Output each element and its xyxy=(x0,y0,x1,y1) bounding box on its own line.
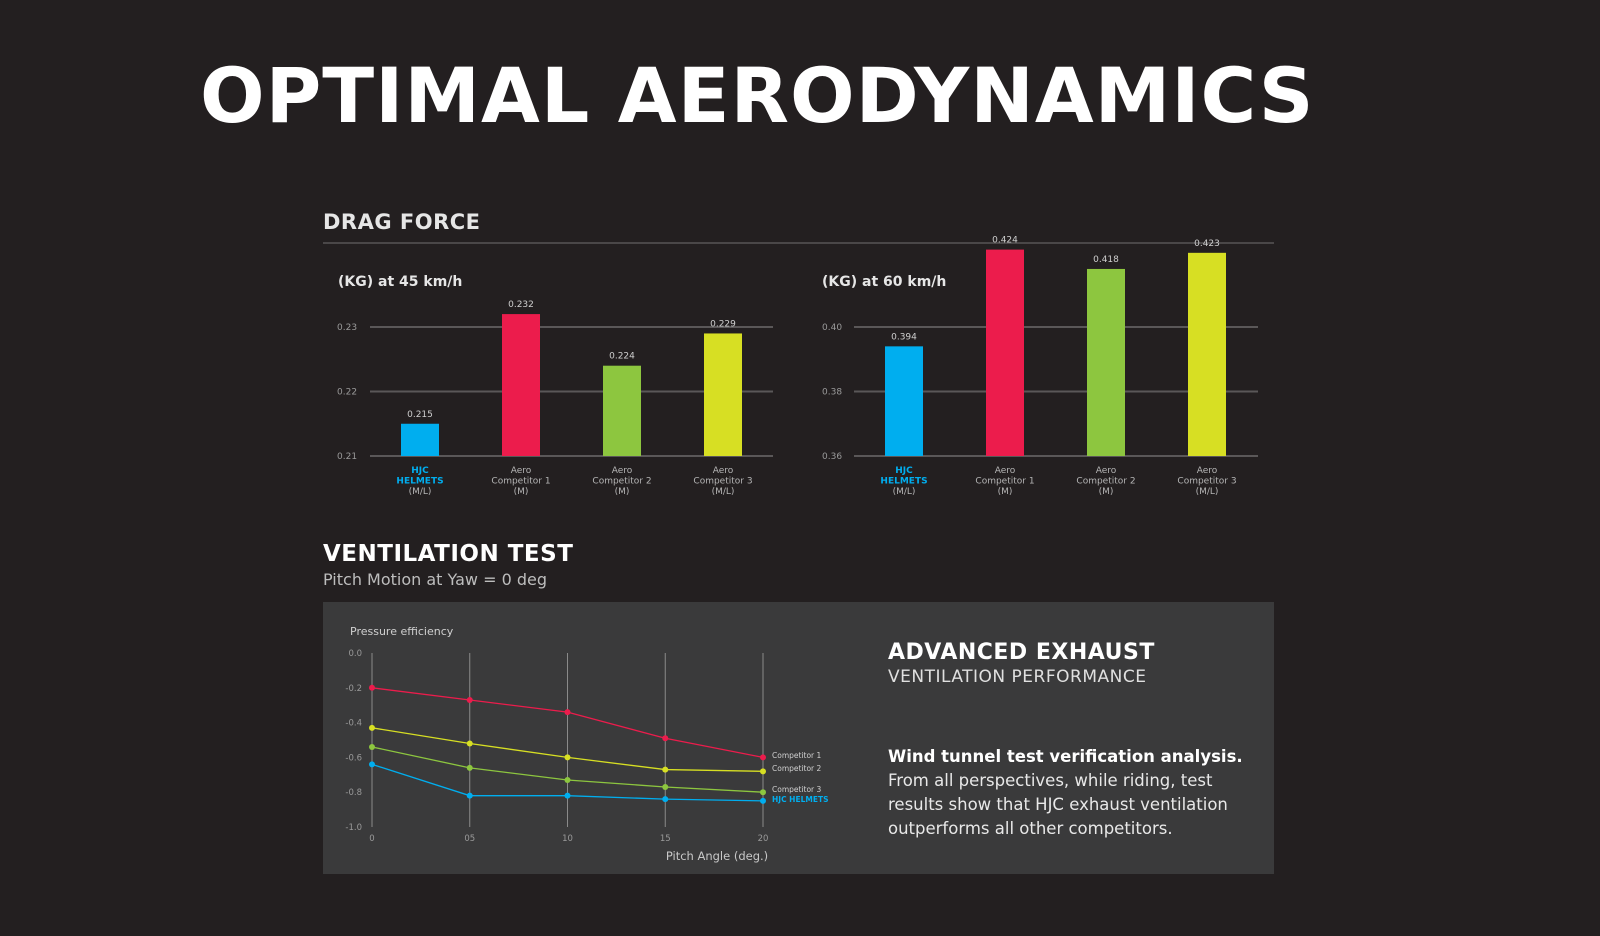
category-label: (M) xyxy=(998,487,1013,497)
category-label: (M) xyxy=(514,487,529,497)
data-point xyxy=(662,766,669,773)
bar xyxy=(704,333,742,456)
category-label: (M/L) xyxy=(409,487,432,497)
ventilation-title: VENTILATION TEST xyxy=(323,541,574,567)
y-tick-label: -0.4 xyxy=(345,719,362,729)
bar xyxy=(1087,268,1125,456)
data-point xyxy=(369,724,375,731)
data-point xyxy=(760,789,766,796)
chart-title: (KG) at 45 km/h xyxy=(338,274,462,290)
bar xyxy=(502,314,540,456)
data-point xyxy=(760,797,766,804)
category-label: HJC xyxy=(411,466,429,476)
category-label: Aero xyxy=(1197,466,1218,476)
data-point xyxy=(369,743,375,750)
x-tick-label: 15 xyxy=(660,834,671,844)
category-label: Aero xyxy=(612,466,633,476)
category-label: Competitor 3 xyxy=(1177,477,1236,487)
data-point xyxy=(466,764,473,771)
y-tick-label: 0.40 xyxy=(822,323,842,333)
drag-force-title: DRAG FORCE xyxy=(323,210,481,234)
bar xyxy=(885,346,923,456)
data-point xyxy=(369,684,375,691)
data-point xyxy=(662,783,669,790)
category-label: HELMETS xyxy=(396,477,443,487)
category-label: Competitor 1 xyxy=(975,477,1034,487)
data-point xyxy=(466,792,473,799)
data-label: 0.215 xyxy=(407,410,433,420)
section-divider xyxy=(323,242,1274,244)
category-label: Aero xyxy=(713,466,734,476)
y-tick-label: 0.0 xyxy=(348,649,362,659)
y-tick-label: -1.0 xyxy=(345,823,362,833)
ventilation-panel xyxy=(323,602,1274,874)
x-tick-label: 05 xyxy=(464,834,475,844)
category-label: Competitor 1 xyxy=(491,477,550,487)
y-tick-label: 0.23 xyxy=(337,323,357,333)
data-label: 0.232 xyxy=(508,300,534,310)
category-label: (M) xyxy=(615,487,630,497)
category-label: Aero xyxy=(1096,466,1117,476)
y-tick-label: 0.21 xyxy=(337,452,357,462)
data-label: 0.424 xyxy=(992,236,1018,246)
y-tick-label: -0.2 xyxy=(345,684,362,694)
series-label: Competitor 3 xyxy=(772,785,822,794)
y-tick-label: 0.36 xyxy=(822,452,842,462)
data-point xyxy=(564,754,571,761)
series-label: HJC HELMETS xyxy=(772,795,828,804)
category-label: Competitor 2 xyxy=(1076,477,1135,487)
series-label: Competitor 2 xyxy=(772,764,822,773)
description-lead: Wind tunnel test verification analysis. xyxy=(888,747,1243,766)
data-label: 0.224 xyxy=(609,352,635,362)
data-point xyxy=(564,709,571,716)
bar xyxy=(401,423,439,456)
y-tick-label: -0.8 xyxy=(345,788,362,798)
y-tick-label: 0.22 xyxy=(337,388,357,398)
exhaust-title: ADVANCED EXHAUST xyxy=(888,640,1155,665)
exhaust-subtitle: VENTILATION PERFORMANCE xyxy=(888,667,1147,687)
ventilation-subtitle: Pitch Motion at Yaw = 0 deg xyxy=(323,570,547,589)
category-label: Aero xyxy=(511,466,532,476)
y-tick-label: 0.38 xyxy=(822,388,842,398)
category-label: Aero xyxy=(995,466,1016,476)
category-label: (M/L) xyxy=(1196,487,1219,497)
series-label: Competitor 1 xyxy=(772,751,822,760)
x-tick-label: 0 xyxy=(369,834,374,844)
data-point xyxy=(564,792,571,799)
data-label: 0.229 xyxy=(710,319,736,329)
x-axis-label: Pitch Angle (deg.) xyxy=(666,849,768,863)
data-point xyxy=(662,796,669,803)
y-axis-label: Pressure efficiency xyxy=(350,625,454,638)
data-point xyxy=(564,777,571,784)
bar xyxy=(1188,252,1226,456)
category-label: HELMETS xyxy=(880,477,927,487)
description-body: From all perspectives, while riding, tes… xyxy=(888,771,1228,838)
data-point xyxy=(466,696,473,703)
x-tick-label: 10 xyxy=(562,834,573,844)
data-point xyxy=(760,754,766,761)
bar xyxy=(986,249,1024,456)
data-point xyxy=(760,768,766,775)
category-label: (M) xyxy=(1099,487,1114,497)
category-label: (M/L) xyxy=(893,487,916,497)
description: Wind tunnel test verification analysis. … xyxy=(888,745,1258,841)
category-label: Competitor 2 xyxy=(592,477,651,487)
x-tick-label: 20 xyxy=(758,834,769,844)
category-label: Competitor 3 xyxy=(693,477,752,487)
data-point xyxy=(466,740,473,747)
data-label: 0.418 xyxy=(1093,255,1119,265)
data-label: 0.423 xyxy=(1194,239,1220,249)
chart-title: (KG) at 60 km/h xyxy=(822,274,946,290)
page-title: OPTIMAL AERODYNAMICS xyxy=(200,51,1315,140)
y-tick-label: -0.6 xyxy=(345,753,362,763)
data-point xyxy=(369,761,375,768)
bar xyxy=(603,365,641,456)
category-label: HJC xyxy=(895,466,913,476)
category-label: (M/L) xyxy=(712,487,735,497)
data-point xyxy=(662,735,669,742)
data-label: 0.394 xyxy=(891,332,917,342)
